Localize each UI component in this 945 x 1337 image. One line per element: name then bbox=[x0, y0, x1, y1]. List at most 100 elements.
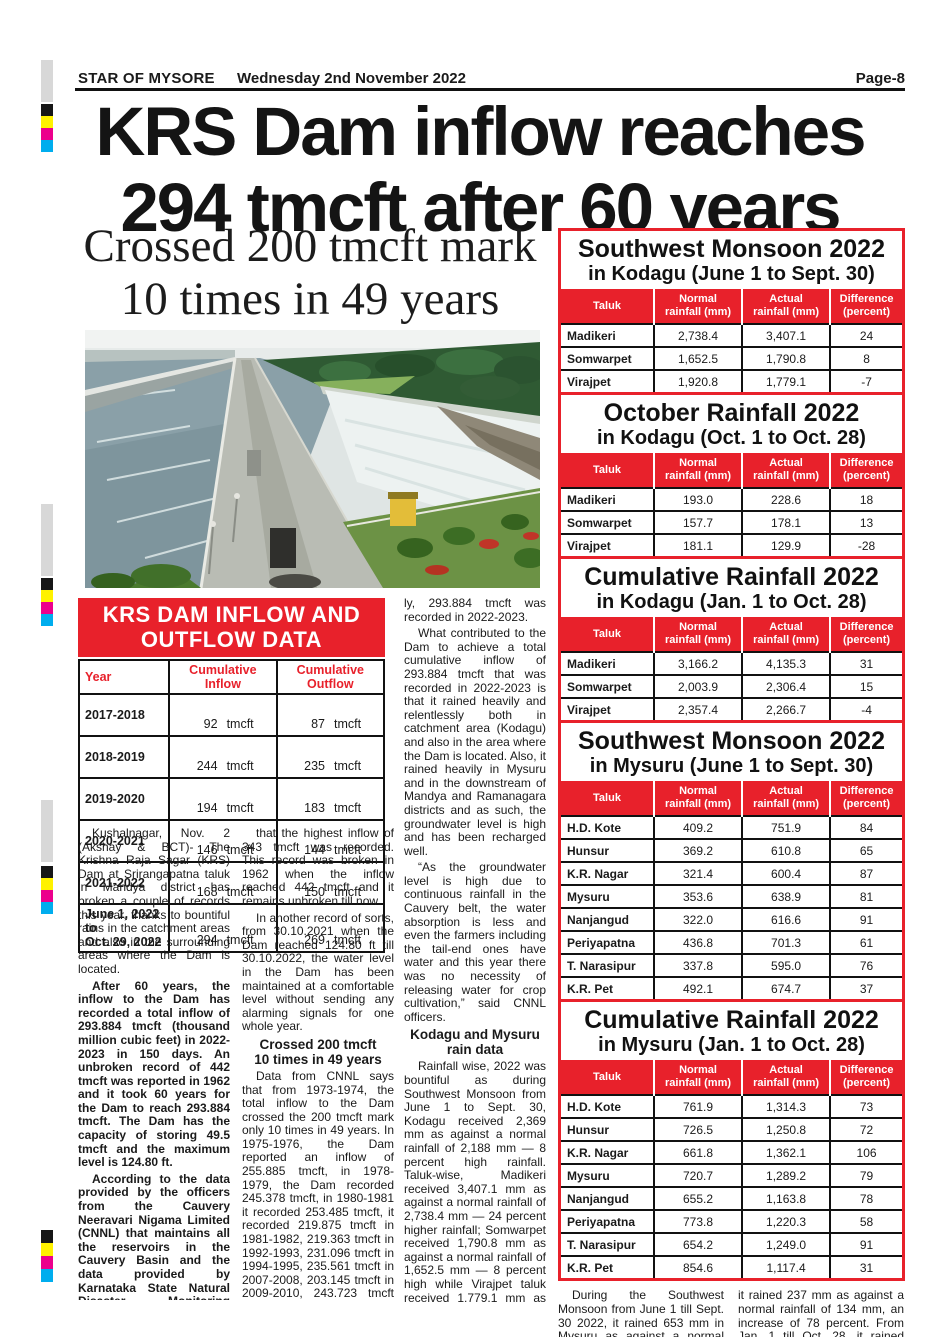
article-paragraph: ly, 293.884 tmcft was recorded in 2022-2… bbox=[404, 597, 546, 624]
rain-table-row: Virajpet 2,357.4 2,266.7 -4 bbox=[561, 697, 902, 720]
article-paragraph: Kushalnagar, Nov. 2 (Akshay & BCT)- The … bbox=[78, 827, 230, 976]
article-paragraph: Data from CNNL says that from 1973-1974,… bbox=[242, 1068, 394, 1300]
cell-taluk: Periyapatna bbox=[561, 930, 655, 955]
sidebar-closing-text: During the Southwest Monsoon from June 1… bbox=[558, 1288, 905, 1337]
reg-cyan-square bbox=[41, 140, 53, 152]
cell-difference: 81 bbox=[829, 884, 902, 909]
col-difference: Difference (percent) bbox=[829, 453, 902, 488]
cell-difference: 84 bbox=[829, 815, 902, 840]
rain-table-row: H.D. Kote 761.9 1,314.3 73 bbox=[561, 1094, 902, 1119]
cell-difference: 65 bbox=[829, 838, 902, 863]
cell-actual: 1,117.4 bbox=[741, 1255, 832, 1278]
rain-table-row: Mysuru 353.6 638.9 81 bbox=[561, 884, 902, 909]
rain-table-subtitle: in Mysuru (Jan. 1 to Oct. 28) bbox=[598, 1034, 865, 1056]
cell-normal: 655.2 bbox=[652, 1186, 744, 1211]
article-column-1: Kushalnagar, Nov. 2 (Akshay & BCT)- The … bbox=[78, 827, 230, 1300]
rain-table-row: Madikeri 2,738.4 3,407.1 24 bbox=[561, 323, 902, 348]
col-actual-rainfall: Actual rainfall (mm) bbox=[741, 1060, 831, 1095]
col-taluk: Taluk bbox=[561, 453, 654, 488]
rain-table-sw-monsoon-kodagu: Southwest Monsoon 2022 in Kodagu (June 1… bbox=[558, 228, 905, 395]
cell-actual: 228.6 bbox=[741, 487, 832, 512]
rain-table-header-row: Taluk Normal rainfall (mm) Actual rainfa… bbox=[561, 781, 902, 816]
headline-line1: KRS Dam inflow reaches bbox=[95, 93, 867, 170]
article-paragraph: it rained 237 mm as against a normal rai… bbox=[738, 1288, 904, 1337]
rain-table-row: K.R. Nagar 661.8 1,362.1 106 bbox=[561, 1140, 902, 1165]
dam-row-inflow: 244 tmcft bbox=[168, 735, 278, 779]
cell-taluk: Periyapatna bbox=[561, 1209, 655, 1234]
rain-table-row: Virajpet 1,920.8 1,779.1 -7 bbox=[561, 369, 902, 392]
col-actual-rainfall: Actual rainfall (mm) bbox=[741, 289, 831, 324]
reg-yellow-square bbox=[41, 116, 53, 128]
header-rule bbox=[75, 88, 905, 91]
rain-table-row: Nanjangud 322.0 616.6 91 bbox=[561, 907, 902, 932]
cell-normal: 661.8 bbox=[652, 1140, 744, 1165]
dam-row-inflow: 294 tmcft bbox=[168, 903, 278, 953]
col-taluk: Taluk bbox=[561, 781, 654, 816]
rain-table-cumulative-kodagu: Cumulative Rainfall 2022 in Kodagu (Jan.… bbox=[558, 556, 905, 723]
closing-text-column-1: During the Southwest Monsoon from June 1… bbox=[558, 1288, 724, 1337]
col-taluk: Taluk bbox=[561, 289, 654, 324]
col-difference: Difference (percent) bbox=[829, 781, 902, 816]
rain-table-sw-monsoon-mysuru: Southwest Monsoon 2022 in Mysuru (June 1… bbox=[558, 720, 905, 1002]
rainfall-tables-sidebar: Southwest Monsoon 2022 in Kodagu (June 1… bbox=[558, 228, 905, 1337]
rain-table-row: K.R. Pet 854.6 1,117.4 31 bbox=[561, 1255, 902, 1278]
cell-normal: 654.2 bbox=[652, 1232, 744, 1257]
rain-table-header-row: Taluk Normal rainfall (mm) Actual rainfa… bbox=[561, 289, 902, 324]
dam-col-year: Year bbox=[77, 659, 171, 695]
reg-grey-bar bbox=[41, 504, 53, 576]
dam-row-outflow: 144 tmcft bbox=[275, 819, 386, 863]
cell-taluk: K.R. Pet bbox=[561, 976, 655, 999]
dam-row-outflow: 87 tmcft bbox=[275, 693, 386, 737]
cell-taluk: T. Narasipur bbox=[561, 953, 655, 978]
rain-table-row: Periyapatna 773.8 1,220.3 58 bbox=[561, 1209, 902, 1234]
cell-normal: 321.4 bbox=[652, 861, 744, 886]
cell-difference: 61 bbox=[829, 930, 902, 955]
cell-actual: 1,220.3 bbox=[741, 1209, 832, 1234]
cell-difference: 31 bbox=[829, 1255, 902, 1278]
cell-actual: 2,266.7 bbox=[741, 697, 832, 720]
article-paragraph: During the Southwest Monsoon from June 1… bbox=[558, 1288, 724, 1337]
rain-table-title: Southwest Monsoon 2022 bbox=[578, 235, 885, 263]
reg-yellow-square bbox=[41, 590, 53, 602]
reg-black-square bbox=[41, 104, 53, 116]
reg-magenta-square bbox=[41, 1256, 53, 1269]
cell-taluk: Madikeri bbox=[561, 323, 655, 348]
cell-difference: 91 bbox=[829, 1232, 902, 1257]
cell-actual: 3,407.1 bbox=[741, 323, 832, 348]
reg-magenta-square bbox=[41, 890, 53, 902]
cell-actual: 751.9 bbox=[741, 815, 832, 840]
cell-taluk: Hunsur bbox=[561, 1117, 655, 1142]
dam-row-year: 2018-2019 bbox=[77, 735, 171, 779]
rain-table-row: Somwarpet 1,652.5 1,790.8 8 bbox=[561, 346, 902, 371]
reg-black-square bbox=[41, 1230, 53, 1243]
cell-difference: 106 bbox=[829, 1140, 902, 1165]
rain-table-row: Hunsur 726.5 1,250.8 72 bbox=[561, 1117, 902, 1142]
cell-normal: 773.8 bbox=[652, 1209, 744, 1234]
cell-normal: 193.0 bbox=[652, 487, 744, 512]
col-taluk: Taluk bbox=[561, 1060, 654, 1095]
reg-black-square bbox=[41, 578, 53, 590]
subheadline-line1: Crossed 200 tmcft mark bbox=[83, 220, 537, 272]
article-column-2: that the highest inflow of 343 tmcft was… bbox=[242, 827, 394, 1300]
cell-difference: -28 bbox=[829, 533, 902, 556]
cell-normal: 436.8 bbox=[652, 930, 744, 955]
article-paragraph: that the highest inflow of 343 tmcft was… bbox=[242, 827, 394, 908]
col-taluk: Taluk bbox=[561, 617, 654, 652]
dam-row-outflow: 269 tmcft bbox=[275, 903, 386, 953]
reg-grey-bar bbox=[41, 60, 53, 102]
col-normal-rainfall: Normal rainfall (mm) bbox=[652, 453, 743, 488]
cell-taluk: Somwarpet bbox=[561, 674, 655, 699]
cell-actual: 1,250.8 bbox=[741, 1117, 832, 1142]
cell-normal: 854.6 bbox=[652, 1255, 744, 1278]
cell-difference: 78 bbox=[829, 1186, 902, 1211]
cell-taluk: K.R. Pet bbox=[561, 1255, 655, 1278]
cell-taluk: H.D. Kote bbox=[561, 815, 655, 840]
rain-table-grid: Taluk Normal rainfall (mm) Actual rainfa… bbox=[561, 289, 902, 392]
dam-photo bbox=[85, 330, 540, 588]
cell-actual: 1,314.3 bbox=[741, 1094, 832, 1119]
dam-table-row: 2017-2018 92 tmcft 87 tmcft bbox=[77, 693, 386, 737]
cell-normal: 2,003.9 bbox=[652, 674, 744, 699]
cell-actual: 129.9 bbox=[741, 533, 832, 556]
cell-actual: 1,362.1 bbox=[741, 1140, 832, 1165]
